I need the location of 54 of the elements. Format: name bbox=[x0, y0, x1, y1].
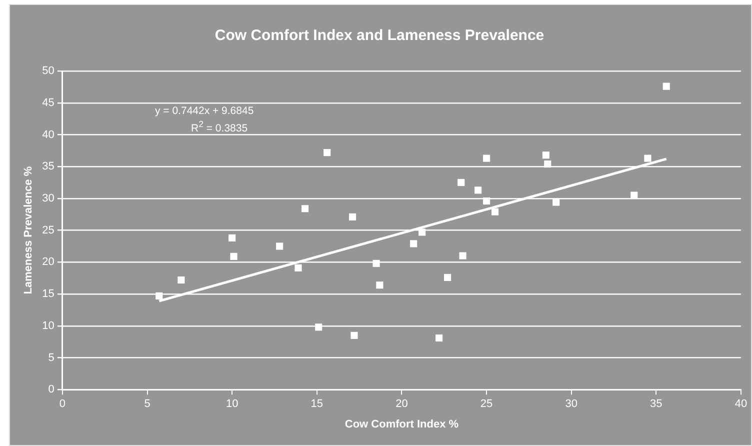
x-tick-label: 25 bbox=[480, 398, 493, 410]
point bbox=[544, 160, 552, 168]
y-axis-title: Lameness Prevalence % bbox=[22, 166, 35, 294]
point bbox=[372, 260, 380, 267]
point bbox=[376, 282, 384, 289]
point bbox=[418, 228, 426, 236]
point bbox=[230, 252, 238, 260]
point bbox=[644, 154, 652, 162]
x-tick-label: 0 bbox=[59, 398, 66, 410]
y-tick-label: 30 bbox=[42, 192, 54, 204]
point bbox=[276, 242, 284, 250]
point bbox=[410, 240, 418, 248]
point bbox=[156, 292, 163, 300]
point bbox=[474, 186, 482, 194]
point bbox=[324, 149, 331, 156]
x-tick-label: 35 bbox=[650, 398, 662, 410]
y-tick-label: 45 bbox=[42, 96, 54, 109]
point bbox=[301, 205, 309, 212]
x-tick-label: 5 bbox=[144, 398, 150, 410]
annotation: y = 0.7442x + 9.6845 bbox=[155, 105, 254, 117]
point bbox=[662, 82, 670, 90]
point bbox=[483, 154, 490, 162]
y-tick-label: 35 bbox=[42, 160, 54, 173]
point bbox=[552, 198, 560, 206]
annotation: R$^{2}$ = 0.3835 bbox=[191, 119, 248, 134]
point bbox=[348, 213, 356, 220]
point bbox=[483, 197, 490, 205]
point bbox=[458, 178, 465, 186]
point bbox=[630, 192, 638, 199]
point bbox=[459, 252, 466, 260]
x-tick-label: 15 bbox=[310, 398, 324, 410]
y-tick-label: 20 bbox=[42, 256, 54, 268]
point bbox=[228, 234, 236, 242]
x-tick-label: 20 bbox=[396, 398, 408, 410]
point bbox=[350, 332, 358, 339]
chart-title: Cow Comfort Index and Lameness Prevalence bbox=[214, 27, 544, 44]
y-tick-label: 25 bbox=[42, 224, 54, 236]
x-tick-label: 30 bbox=[565, 398, 578, 410]
point bbox=[542, 152, 550, 159]
point bbox=[491, 208, 499, 216]
point bbox=[294, 264, 302, 272]
x-tick-label: 10 bbox=[226, 398, 238, 410]
y-tick-label: 50 bbox=[42, 65, 54, 78]
y-tick-label: 5 bbox=[48, 352, 54, 364]
point bbox=[315, 324, 322, 331]
x-axis-title: Cow Comfort Index % bbox=[344, 418, 459, 430]
y-tick-label: 40 bbox=[42, 128, 54, 141]
y-tick-label: 15 bbox=[42, 288, 54, 300]
y-tick-label: 0 bbox=[48, 384, 54, 396]
point bbox=[178, 276, 185, 284]
point bbox=[436, 334, 443, 342]
x-tick-label: 40 bbox=[734, 398, 748, 410]
point bbox=[444, 274, 452, 281]
y-tick-label: 10 bbox=[42, 320, 54, 332]
